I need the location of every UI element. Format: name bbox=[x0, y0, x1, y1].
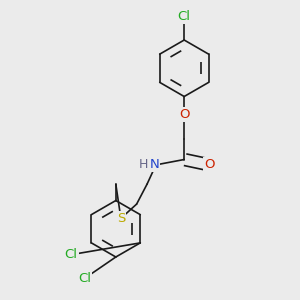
Text: N: N bbox=[150, 158, 159, 171]
Text: H: H bbox=[139, 158, 148, 171]
Text: S: S bbox=[117, 212, 125, 225]
Text: Cl: Cl bbox=[78, 272, 91, 285]
Text: O: O bbox=[179, 108, 189, 121]
Text: Cl: Cl bbox=[178, 10, 191, 23]
Text: O: O bbox=[204, 158, 215, 171]
Text: Cl: Cl bbox=[65, 248, 78, 261]
